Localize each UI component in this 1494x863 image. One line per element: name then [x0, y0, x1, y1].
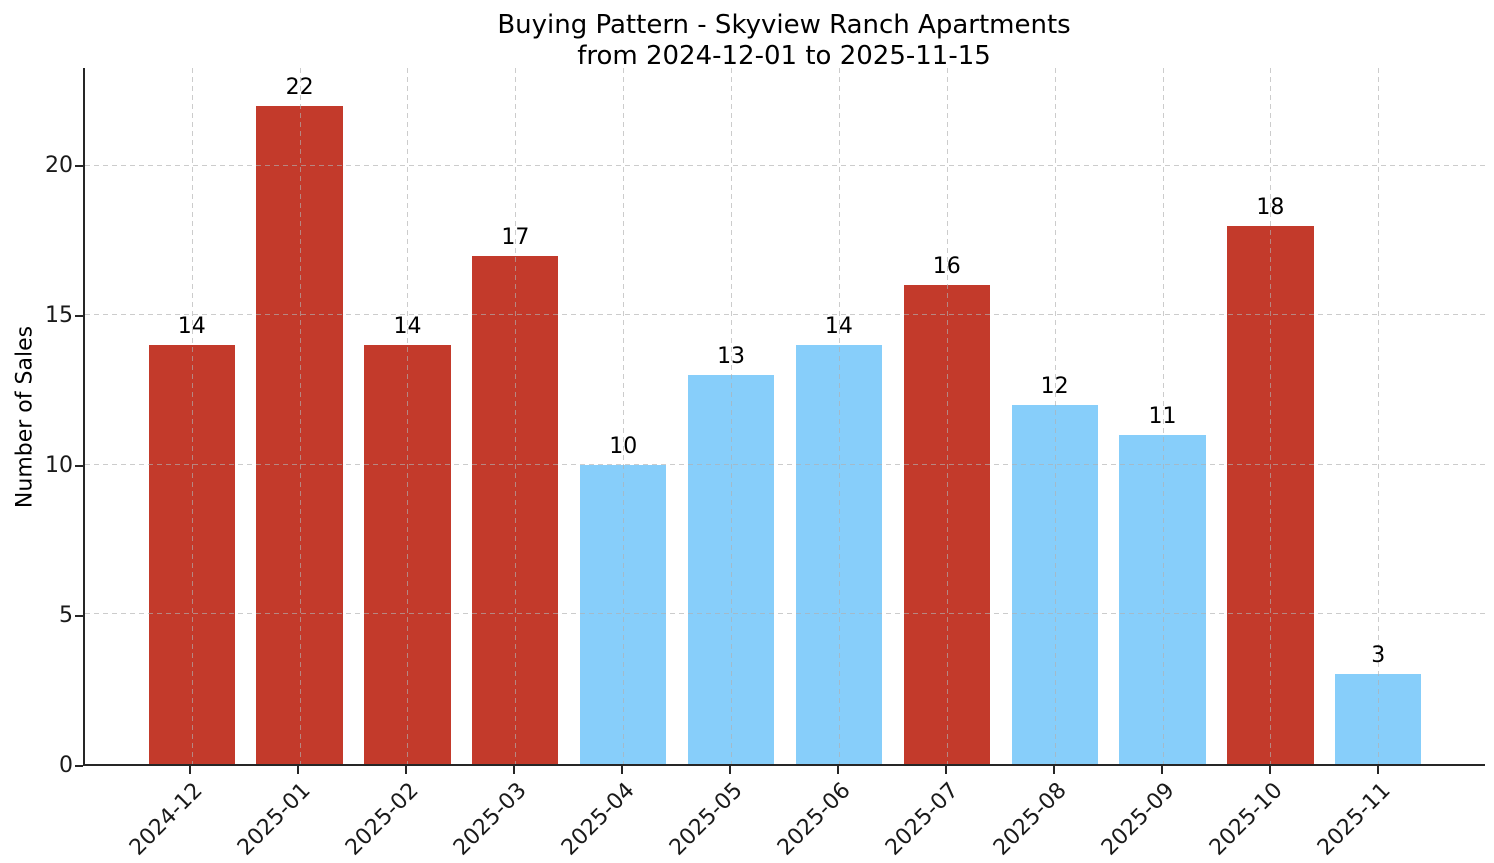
bar-value-label-2025-08: 12 — [1040, 374, 1069, 400]
bar-2025-02 — [364, 345, 451, 764]
chart-title: Buying Pattern - Skyview Ranch Apartment… — [83, 10, 1485, 72]
bar-value-label-2025-03: 17 — [501, 224, 530, 250]
y-tick-label-20: 20 — [45, 153, 73, 179]
y-tick-label-15: 15 — [45, 303, 73, 329]
x-tick-mark-2025-03 — [512, 766, 515, 774]
bar-value-label-2024-12: 14 — [177, 314, 206, 340]
bar-value-label-2025-06: 14 — [824, 314, 853, 340]
bar-value-label-2025-05: 13 — [717, 344, 746, 370]
y-tick-label-5: 5 — [59, 603, 73, 629]
x-tick-label-2025-09: 2025-09 — [1097, 778, 1180, 861]
x-tick-mark-2025-04 — [620, 766, 623, 774]
chart-title-line1: Buying Pattern - Skyview Ranch Apartment… — [497, 10, 1071, 40]
y-tick-mark-20 — [75, 165, 83, 168]
y-tick-mark-0 — [75, 765, 83, 767]
bar-2025-03 — [472, 255, 559, 764]
x-tick-mark-2025-01 — [296, 766, 299, 774]
y-tick-label-10: 10 — [45, 453, 73, 479]
bar-value-label-2025-09: 11 — [1148, 404, 1177, 429]
y-tick-mark-5 — [75, 615, 83, 618]
x-tick-label-2025-11: 2025-11 — [1313, 778, 1396, 861]
bar-value-label-2025-01: 22 — [285, 75, 314, 100]
x-tick-label-2025-05: 2025-05 — [664, 778, 748, 861]
x-tick-mark-2025-08 — [1053, 766, 1056, 774]
bar-value-label-2025-02: 14 — [393, 314, 422, 340]
bar-value-label-2025-10: 18 — [1256, 194, 1285, 220]
x-tick-label-2025-06: 2025-06 — [773, 778, 856, 861]
bar-2025-04 — [580, 464, 667, 764]
bar-2025-06 — [795, 345, 883, 764]
x-tick-label-2025-01: 2025-01 — [232, 778, 316, 861]
y-tick-label-0: 0 — [59, 753, 73, 778]
y-tick-mark-10 — [75, 465, 83, 468]
x-tick-label-2025-10: 2025-10 — [1205, 778, 1288, 861]
bar-value-label-2025-11: 3 — [1371, 643, 1386, 669]
bar-2025-05 — [687, 375, 775, 764]
x-tick-label-2025-04: 2025-04 — [556, 778, 640, 861]
x-tick-label-2025-08: 2025-08 — [989, 778, 1072, 861]
x-tick-label-2024-12: 2024-12 — [124, 778, 208, 861]
bar-2024-12 — [148, 345, 235, 764]
chart-title-line2: from 2024-12-01 to 2025-11-15 — [577, 41, 991, 71]
bar-2025-09 — [1119, 435, 1206, 764]
x-tick-mark-2025-05 — [728, 766, 731, 774]
bar-value-label-2025-04: 10 — [609, 433, 638, 459]
bar-2025-07 — [903, 285, 990, 764]
x-tick-label-2025-02: 2025-02 — [340, 778, 424, 861]
x-tick-mark-2025-09 — [1161, 766, 1164, 774]
bar-2025-08 — [1011, 405, 1098, 764]
y-tick-mark-15 — [75, 315, 83, 318]
bar-2025-11 — [1335, 674, 1422, 764]
x-tick-mark-2025-06 — [837, 766, 839, 774]
x-tick-label-2025-03: 2025-03 — [448, 778, 532, 861]
bar-2025-01 — [256, 106, 343, 764]
plot-area: 14 22 14 17 10 13 14 16 12 11 18 3 — [83, 68, 1485, 766]
x-tick-label-2025-07: 2025-07 — [881, 778, 964, 861]
y-axis-label: Number of Sales — [12, 325, 38, 509]
x-tick-mark-2024-12 — [188, 766, 191, 774]
bar-value-label-2025-07: 16 — [932, 254, 961, 280]
x-tick-mark-2025-02 — [404, 766, 407, 774]
x-tick-mark-2025-10 — [1269, 766, 1272, 774]
x-tick-mark-2025-11 — [1377, 766, 1380, 774]
bar-2025-10 — [1227, 225, 1314, 764]
x-tick-mark-2025-07 — [945, 766, 948, 774]
